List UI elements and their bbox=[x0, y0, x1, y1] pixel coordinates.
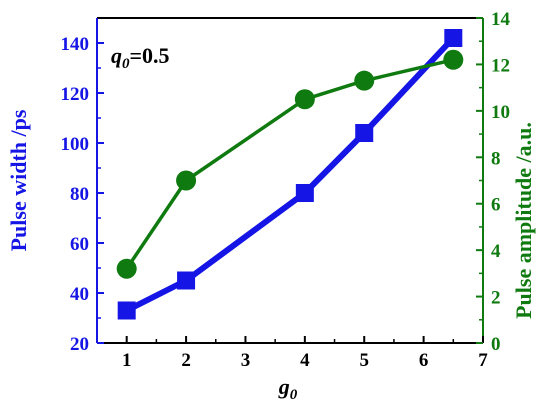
pulse-width-line bbox=[125, 35, 456, 314]
y-axis-right-title: Pulse amplitude /a.u. bbox=[511, 122, 536, 319]
x-tick-label: 7 bbox=[478, 350, 488, 371]
y-axis-left-title: Pulse width /ps bbox=[6, 109, 31, 251]
x-tick-label: 5 bbox=[359, 350, 369, 371]
pulse-width-point bbox=[117, 301, 136, 320]
series-layer bbox=[116, 29, 464, 320]
x-tick-label: 4 bbox=[300, 350, 310, 371]
annotation-symbol: q bbox=[111, 43, 122, 68]
y-left-tick-label: 60 bbox=[70, 234, 89, 255]
annotation-value: =0.5 bbox=[130, 43, 170, 68]
y-right-tick-label: 2 bbox=[491, 288, 501, 309]
x-axis-title: g0 bbox=[278, 374, 298, 403]
x-tick-label: 6 bbox=[419, 350, 429, 371]
parameter-annotation: q0=0.5 bbox=[111, 43, 170, 72]
y-right-tick-label: 14 bbox=[491, 9, 511, 30]
y-left-tick-label: 100 bbox=[61, 134, 90, 155]
pulse-width-point bbox=[177, 271, 196, 290]
pulse-amplitude-point bbox=[116, 258, 137, 279]
y-right-tick-label: 4 bbox=[491, 241, 501, 262]
y-right-tick-label: 8 bbox=[491, 148, 501, 169]
x-axis-title-subscript: 0 bbox=[290, 387, 298, 403]
y-right-tick-label: 6 bbox=[491, 195, 501, 216]
y-left-tick-label: 140 bbox=[61, 34, 90, 55]
y-left-tick-label: 80 bbox=[70, 184, 89, 205]
y-right-tick-label: 12 bbox=[491, 55, 510, 76]
pulse-amplitude-point bbox=[354, 70, 375, 91]
y-left-tick-label: 40 bbox=[70, 284, 89, 305]
pulse-width-point bbox=[444, 29, 463, 47]
y-left-tick-label: 20 bbox=[70, 334, 89, 355]
pulse-width-point bbox=[355, 124, 374, 142]
x-tick-label: 3 bbox=[241, 350, 251, 371]
x-tick-label: 2 bbox=[181, 350, 191, 371]
y-left-tick-label: 120 bbox=[61, 84, 90, 105]
annotation-subscript: 0 bbox=[122, 56, 130, 72]
x-axis-title-main: g bbox=[278, 374, 290, 399]
pulse-amplitude-point bbox=[294, 89, 315, 110]
pulse-amplitude-point bbox=[443, 49, 464, 70]
x-tick-label: 1 bbox=[122, 350, 132, 371]
labels-layer: Pulse width /ps Pulse amplitude /a.u. g0… bbox=[6, 43, 536, 403]
pulse-amplitude-point bbox=[176, 170, 197, 191]
y-right-tick-label: 0 bbox=[491, 334, 501, 355]
y-right-tick-label: 10 bbox=[491, 102, 510, 123]
pulse-width-point bbox=[295, 184, 314, 202]
